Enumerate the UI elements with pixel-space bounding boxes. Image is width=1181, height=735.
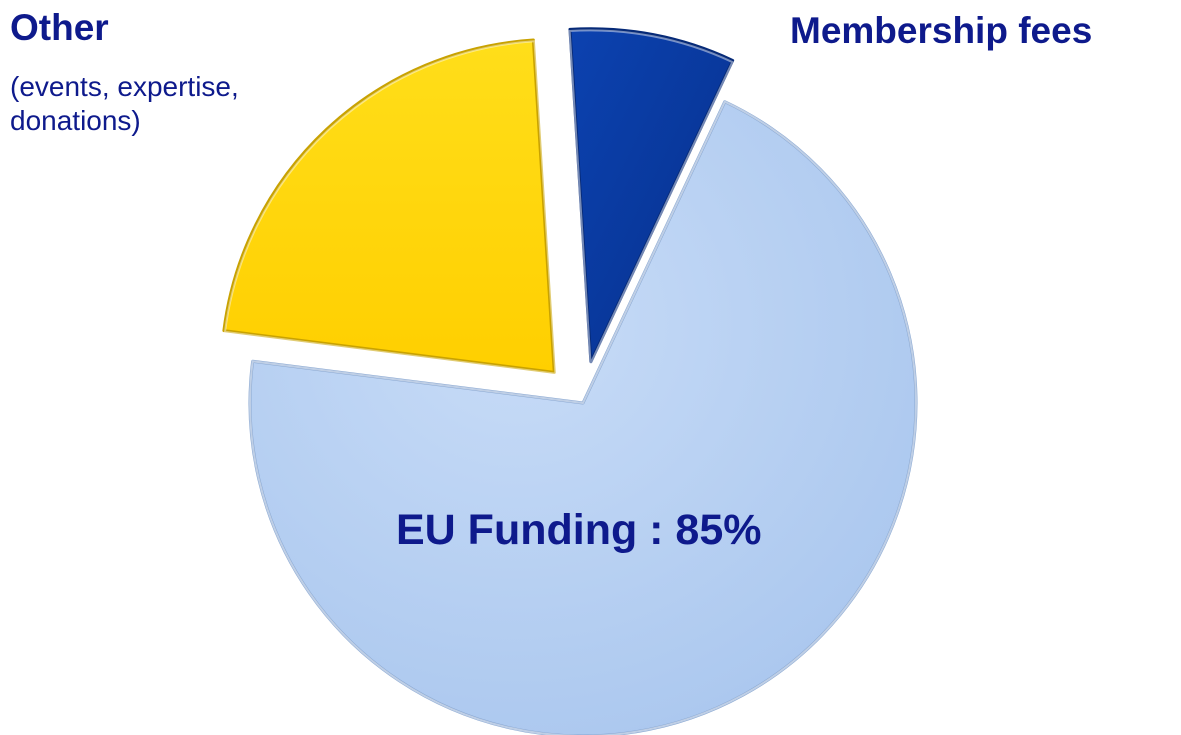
membership-slice-label: Membership fees <box>790 10 1093 51</box>
other-slice-highlight <box>223 40 557 375</box>
eu-funding-slice-label: EU Funding : 85% <box>396 506 762 554</box>
other-slice-label: Other <box>10 7 109 48</box>
eu-slice-highlight <box>249 100 917 735</box>
other-slice-sublabel: (events, expertise, donations) <box>10 70 239 138</box>
eu-slice <box>248 100 918 735</box>
membership-slice-highlight <box>568 29 734 364</box>
other-sublabel-line: (events, expertise, <box>10 71 239 102</box>
other-sublabel-line: donations) <box>10 105 141 136</box>
membership-slice <box>568 27 735 364</box>
other-slice <box>222 38 556 374</box>
